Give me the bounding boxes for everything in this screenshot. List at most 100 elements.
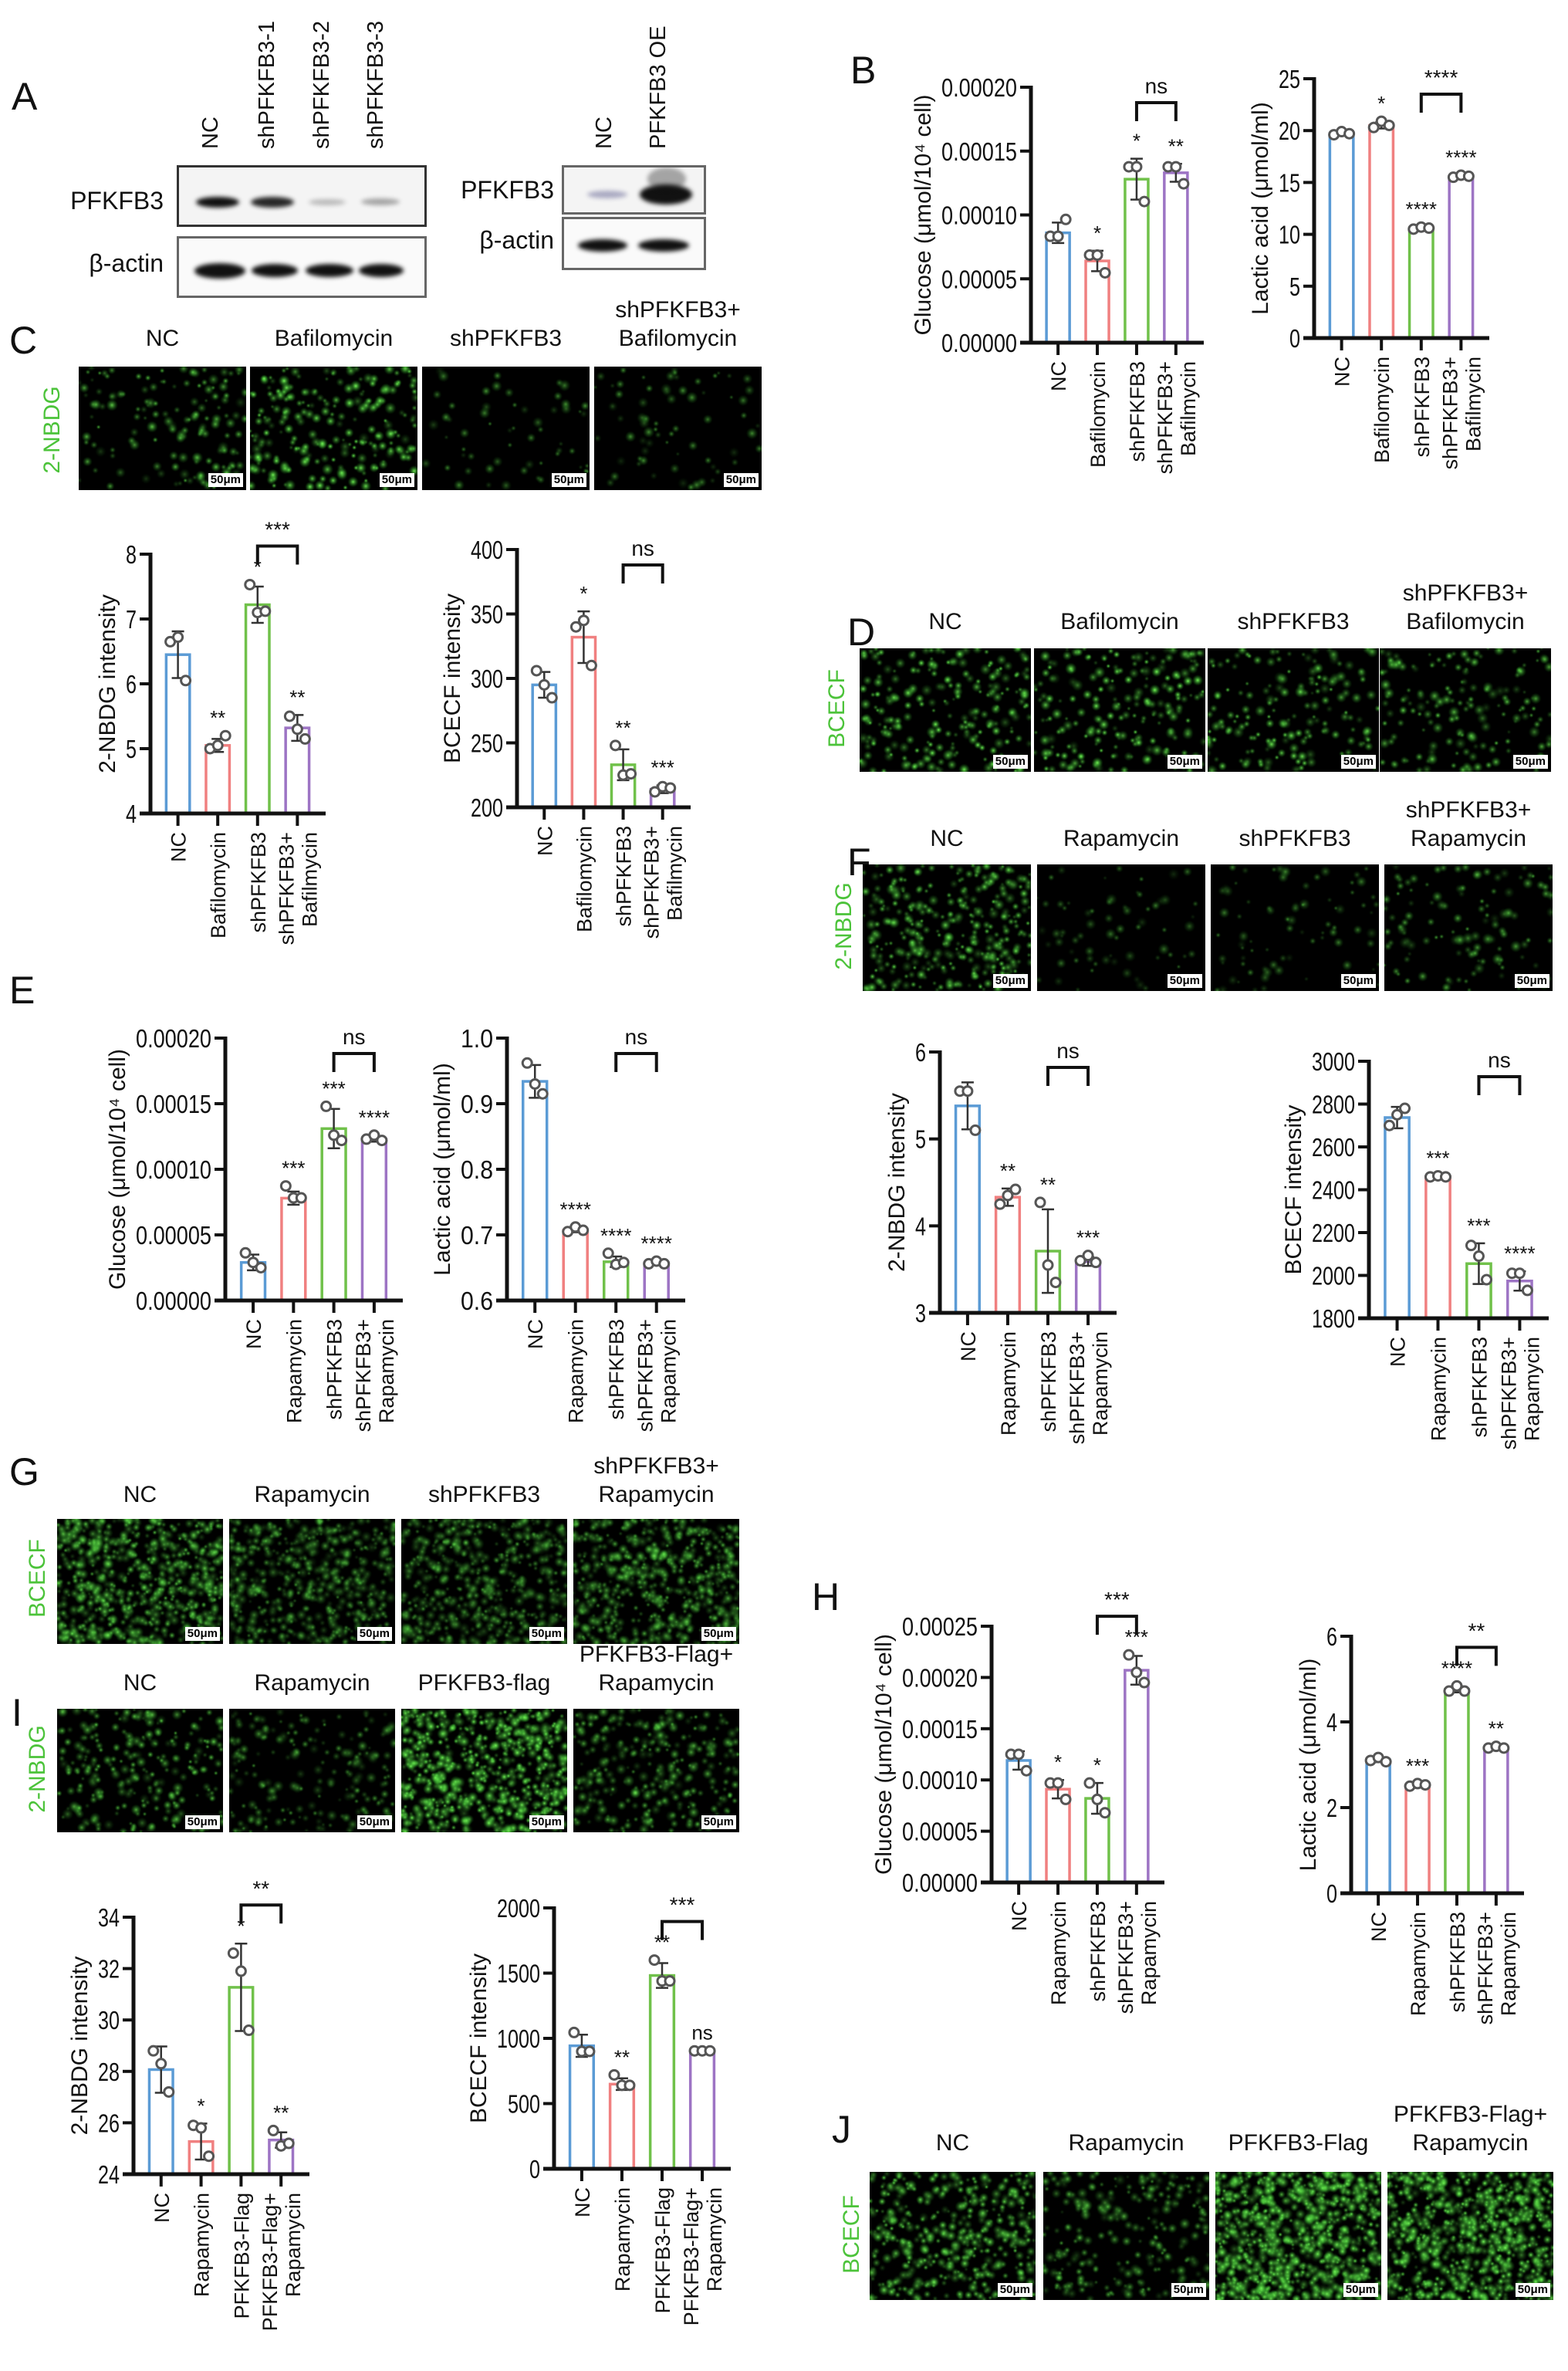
data-point	[658, 1257, 671, 1270]
significance-label: ***	[1426, 1146, 1449, 1169]
scale-bar: 50μm	[701, 1815, 736, 1829]
y-tick-label: 34	[98, 1903, 120, 1932]
fluorescence-image: 50μm	[1037, 864, 1205, 991]
data-point	[227, 1947, 239, 1960]
y-tick-label: 6	[915, 1038, 926, 1067]
bar	[320, 1127, 347, 1302]
bar	[568, 2044, 596, 2170]
data-point	[1443, 1685, 1455, 1697]
image-title: Rapamycin	[229, 1480, 395, 1509]
fluorescence-canvas	[401, 1519, 567, 1644]
data-point	[577, 614, 590, 627]
fluorescence-image: 50μm	[573, 1519, 739, 1644]
y-tick-label: 0.00010	[902, 1766, 978, 1794]
bar	[1163, 171, 1189, 344]
data-point	[577, 1224, 590, 1236]
category-label: shPFKFB3	[1037, 1331, 1060, 1432]
data-point	[299, 732, 311, 745]
data-point	[336, 1135, 348, 1147]
category-label: PFKFB3-Flag	[230, 2193, 253, 2319]
image-title: PFKFB3-flag	[401, 1669, 567, 1697]
y-tick-label: 2000	[497, 1894, 540, 1923]
comparison-bracket	[1455, 1645, 1498, 1666]
image-title: NC	[860, 607, 1031, 636]
bar	[244, 603, 271, 815]
category-label: shPFKFB3	[1086, 1901, 1110, 2002]
significance-label: **	[1489, 1717, 1504, 1740]
image-title-line: PFKFB3-Flag	[1228, 2130, 1369, 2156]
data-point	[1091, 249, 1103, 261]
category-label: PFKFB3-Flag+	[259, 2193, 282, 2331]
significance-label: ***	[1076, 1226, 1100, 1250]
fluorescence-canvas	[1043, 2172, 1209, 2300]
bar	[688, 2049, 716, 2170]
y-tick-label: 24	[98, 2160, 120, 2189]
category-label: shPFKFB3	[323, 1319, 346, 1420]
y-tick-label: 2800	[1312, 1091, 1355, 1119]
data-point	[180, 675, 192, 687]
y-tick-label: 0.7	[461, 1221, 493, 1250]
fluorescence-canvas	[1384, 864, 1553, 991]
chart-h: NC*Rapamycin*shPFKFB3***shPFKFB3+ Rapamyc…	[871, 1588, 1164, 2014]
significance-label: ****	[359, 1106, 390, 1129]
category-label: Rapamycin	[1520, 1337, 1543, 1441]
bar	[1074, 1260, 1102, 1314]
blot-beta-actin	[177, 236, 427, 298]
comparison-label: ns	[1056, 1039, 1080, 1063]
comparison-label: ***	[265, 517, 290, 541]
category-label: Rapamycin	[1047, 1901, 1070, 2005]
panel-letter-b: B	[850, 49, 877, 92]
data-point	[521, 1057, 533, 1069]
y-tick-label: 6	[1326, 1622, 1337, 1651]
fluorescence-canvas	[1380, 648, 1551, 772]
band	[640, 184, 692, 205]
category-label: shPFKFB3+	[1497, 1337, 1520, 1449]
y-tick-label: 0.00005	[136, 1221, 211, 1250]
data-point	[172, 631, 184, 644]
bar	[1124, 1669, 1150, 1884]
category-label: shPFKFB3	[1126, 361, 1149, 462]
y-tick-label: 8	[126, 540, 137, 569]
comparison-bracket	[1095, 1615, 1138, 1635]
category-label: Rapamycin	[703, 2187, 726, 2292]
y-axis-label: BCECF intensity	[1281, 1104, 1306, 1274]
band	[306, 264, 353, 277]
fluorescence-image: 50μm	[57, 1709, 223, 1832]
y-tick-label: 10	[1279, 221, 1300, 249]
fluorescence-canvas	[1037, 864, 1205, 991]
row-label-beta-actin: β-actin	[89, 249, 164, 277]
comparison-bracket	[661, 1919, 705, 1940]
image-title: shPFKFB3+ Rapamycin	[573, 1452, 739, 1509]
category-label: Rapamycin	[1497, 1912, 1520, 2016]
category-label: NC	[167, 832, 191, 862]
data-point	[1383, 119, 1395, 131]
y-tick-label: 2	[1326, 1794, 1337, 1822]
image-title: Bafilomycin	[1034, 607, 1205, 636]
category-label: shPFKFB3+	[640, 826, 664, 939]
image-title: shPFKFB3	[422, 324, 590, 353]
fluorescence-canvas	[573, 1709, 739, 1832]
scale-bar: 50μm	[997, 2283, 1032, 2297]
panel-letter-g: G	[9, 1450, 39, 1493]
data-point	[649, 786, 661, 798]
y-axis-label: BCECF intensity	[440, 594, 465, 763]
y-tick-label: 30	[98, 2006, 120, 2034]
data-point	[291, 723, 303, 736]
category-label: NC	[957, 1331, 980, 1361]
significance-label: ****	[559, 1198, 590, 1221]
fluorescence-canvas	[860, 648, 1031, 772]
data-point	[1083, 1777, 1096, 1789]
data-point	[961, 1085, 974, 1098]
chart-b: NC * Bafilomycin **** shPFKFB3 **** shPFKFB3+ B…	[1248, 65, 1489, 469]
bar	[1483, 1746, 1509, 1895]
band	[361, 198, 400, 205]
scale-bar: 50μm	[1514, 974, 1549, 988]
significance-label: ****	[1445, 146, 1476, 169]
image-title-line: NC	[930, 826, 964, 851]
data-point	[1130, 161, 1143, 173]
data-point	[1367, 121, 1380, 134]
category-label: Rapamycin	[1407, 1912, 1430, 2016]
y-tick-label: 0.00005	[902, 1818, 978, 1846]
data-point	[568, 2026, 580, 2038]
y-tick-label: 0	[1289, 324, 1300, 353]
